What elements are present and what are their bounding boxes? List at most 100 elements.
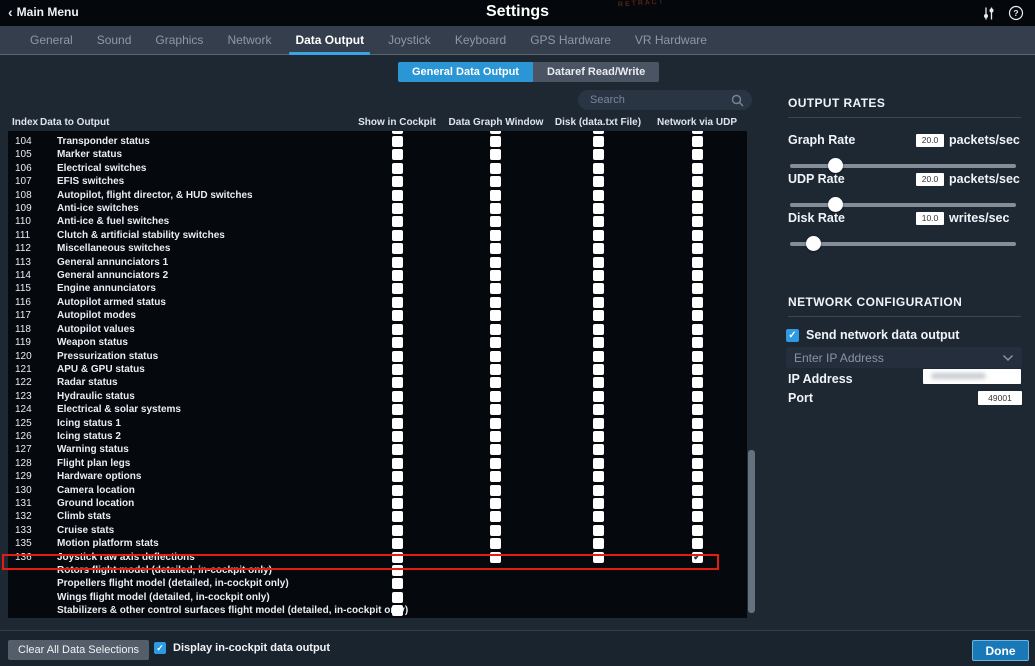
checkbox-disk[interactable] [592,136,604,147]
checkbox-network-udp[interactable] [691,377,703,389]
checkbox-data-graph-window[interactable] [489,136,501,147]
checkbox-data-graph-window[interactable] [489,551,501,563]
checkbox-data-graph-window[interactable] [489,243,501,255]
checkbox-show-in-cockpit[interactable] [391,203,403,215]
tab-general[interactable]: General [30,33,73,47]
checkbox-data-graph-window[interactable] [489,189,501,201]
clear-all-data-selections-button[interactable]: Clear All Data Selections [8,640,150,660]
help-icon[interactable]: ? [1007,4,1025,22]
checkbox-show-in-cockpit[interactable] [391,538,403,550]
checkbox-network-udp[interactable] [691,363,703,375]
checkbox-disk[interactable] [592,337,604,349]
send-network-data-checkbox[interactable]: ✓ Send network data output [786,328,959,342]
checkbox-show-in-cockpit[interactable] [391,377,403,389]
checkbox-disk[interactable] [592,471,604,483]
disk-rate-slider[interactable] [790,236,1016,251]
checkbox-show-in-cockpit[interactable] [391,136,403,147]
checkbox-network-udp[interactable] [691,310,703,322]
checkbox-show-in-cockpit[interactable] [391,270,403,282]
checkbox-network-udp[interactable] [691,229,703,241]
checkbox-data-graph-window[interactable] [489,256,501,268]
checkbox-network-udp[interactable] [691,256,703,268]
checkbox-disk[interactable] [592,131,604,134]
checkbox-data-graph-window[interactable] [489,524,501,536]
checkbox-disk[interactable] [592,404,604,416]
checkbox-disk[interactable] [592,511,604,523]
graph-rate-slider-thumb[interactable] [828,158,844,173]
tab-gps-hardware[interactable]: GPS Hardware [530,33,611,47]
checkbox-show-in-cockpit[interactable] [391,229,403,241]
checkbox-show-in-cockpit[interactable] [391,444,403,456]
checkbox-disk[interactable] [592,484,604,496]
checkbox-disk[interactable] [592,203,604,215]
main-menu-back-button[interactable]: ‹ Main Menu [8,5,79,19]
checkbox-disk[interactable] [592,189,604,201]
checkbox-disk[interactable] [592,323,604,335]
checkbox-network-udp[interactable] [691,136,703,147]
checkbox-disk[interactable] [592,243,604,255]
checkbox-show-in-cockpit[interactable] [391,296,403,308]
checkbox-data-graph-window[interactable] [489,417,501,429]
checkbox-show-in-cockpit[interactable] [391,310,403,322]
checkbox-network-udp[interactable] [691,337,703,349]
checkbox-network-udp[interactable] [691,216,703,228]
done-button[interactable]: Done [972,640,1029,661]
checkbox-data-graph-window[interactable] [489,270,501,282]
checkbox-network-udp[interactable] [691,296,703,308]
checkbox-show-in-cockpit[interactable] [391,404,403,416]
checkbox-data-graph-window[interactable] [489,390,501,402]
checkbox-data-graph-window[interactable] [489,484,501,496]
graph-rate-slider[interactable] [790,158,1016,173]
checkbox-show-in-cockpit[interactable] [391,551,403,563]
checkbox-data-graph-window[interactable] [489,350,501,362]
checkbox-disk[interactable] [592,283,604,295]
checkbox-data-graph-window[interactable] [489,310,501,322]
tab-graphics[interactable]: Graphics [155,33,204,47]
checkbox-network-udp-checked[interactable]: ✔ [691,551,703,563]
checkbox-disk[interactable] [592,363,604,375]
checkbox-data-graph-window[interactable] [489,131,501,134]
checkbox-network-udp[interactable] [691,497,703,509]
checkbox-show-in-cockpit[interactable] [391,511,403,523]
checkbox-network-udp[interactable] [691,430,703,442]
checkbox-show-in-cockpit[interactable] [391,149,403,161]
checkbox-data-graph-window[interactable] [489,430,501,442]
checkbox-network-udp[interactable] [691,390,703,402]
checkbox-network-udp[interactable] [691,283,703,295]
ip-address-input[interactable] [923,369,1021,384]
ip-address-dropdown[interactable]: Enter IP Address [786,347,1022,368]
checkbox-data-graph-window[interactable] [489,363,501,375]
checkbox-show-in-cockpit[interactable] [391,337,403,349]
checkbox-disk[interactable] [592,296,604,308]
checkbox-show-in-cockpit[interactable] [391,390,403,402]
checkbox-data-graph-window[interactable] [489,497,501,509]
checkbox-show-in-cockpit[interactable] [391,350,403,362]
checkbox-data-graph-window[interactable] [489,323,501,335]
sliders-icon[interactable] [979,4,997,22]
checkbox-network-udp[interactable] [691,162,703,174]
checkbox-show-in-cockpit[interactable] [391,605,403,617]
checkbox-data-graph-window[interactable] [489,444,501,456]
checkbox-show-in-cockpit[interactable] [391,457,403,469]
checkbox-network-udp[interactable] [691,270,703,282]
subtab-general-data-output[interactable]: General Data Output [398,62,533,82]
checkbox-data-graph-window[interactable] [489,296,501,308]
checkbox-disk[interactable] [592,497,604,509]
checkbox-show-in-cockpit[interactable] [391,484,403,496]
checkbox-show-in-cockpit[interactable] [391,430,403,442]
checkbox-network-udp[interactable] [691,203,703,215]
disk-rate-slider-thumb[interactable] [805,236,821,251]
checkbox-data-graph-window[interactable] [489,404,501,416]
checkbox-network-udp[interactable] [691,149,703,161]
checkbox-show-in-cockpit[interactable] [391,497,403,509]
checkbox-data-graph-window[interactable] [489,511,501,523]
checkbox-network-udp[interactable] [691,538,703,550]
checkbox-show-in-cockpit[interactable] [391,243,403,255]
checkbox-disk[interactable] [592,149,604,161]
checkbox-show-in-cockpit[interactable] [391,176,403,188]
checkbox-network-udp[interactable] [691,444,703,456]
checkbox-disk[interactable] [592,524,604,536]
checkbox-disk[interactable] [592,162,604,174]
checkbox-data-graph-window[interactable] [489,377,501,389]
checkbox-disk[interactable] [592,444,604,456]
